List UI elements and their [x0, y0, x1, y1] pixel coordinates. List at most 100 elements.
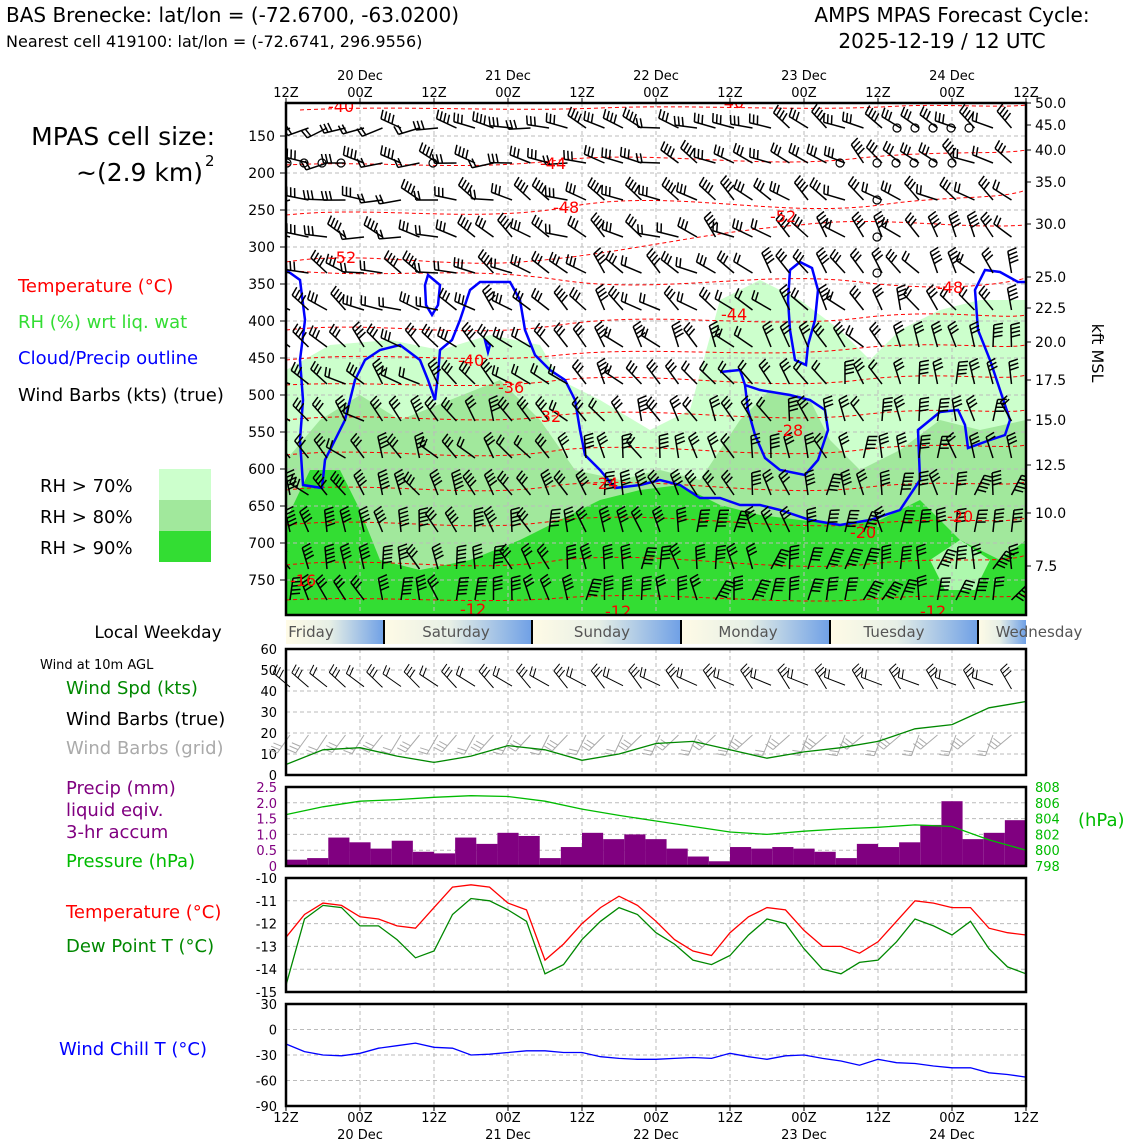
wind-barb — [669, 542, 681, 570]
wind-barb — [590, 212, 606, 238]
wind-barb — [483, 431, 496, 459]
wind-barb — [817, 283, 832, 311]
wind-barb — [451, 468, 464, 496]
wind-barb — [342, 294, 365, 311]
wind-barb — [496, 470, 513, 496]
wind-barb — [955, 579, 975, 601]
wind-barb — [779, 357, 791, 385]
wind-barb — [510, 575, 521, 601]
wind-barb — [638, 184, 661, 201]
wind-barb — [658, 109, 679, 129]
station-title: BAS Brenecke: lat/lon = (-72.6700, -63.0… — [6, 3, 459, 27]
wind-barb — [598, 505, 611, 533]
wind-barb — [292, 323, 310, 348]
wind-barb — [687, 431, 700, 459]
wind-barb — [639, 667, 661, 686]
wind-barb — [900, 106, 920, 129]
wind-barb — [300, 127, 328, 139]
wind-barb — [594, 320, 608, 348]
wind-barb — [375, 194, 402, 205]
wind-barb — [929, 246, 943, 274]
wind-barb — [286, 148, 309, 164]
wind-barb — [415, 574, 427, 601]
chill-panel: 30 0 -30 -60 -90 — [256, 998, 1028, 1115]
y-tick-label: 10 — [260, 748, 277, 763]
wind-barb — [825, 289, 846, 311]
wind-barb — [474, 576, 488, 601]
wind-barb — [647, 469, 661, 496]
wind-barb — [635, 118, 661, 129]
wind-barb — [490, 183, 513, 201]
wind-barb — [625, 213, 643, 238]
wind-barb — [850, 137, 865, 164]
precip-bar — [941, 801, 963, 866]
wind-barb — [955, 507, 967, 533]
wind-barb — [770, 142, 790, 164]
wind-barb — [356, 126, 383, 138]
wind-barb — [806, 143, 827, 164]
pressure-tick-label: 150 — [248, 129, 275, 145]
wind-barb — [382, 665, 402, 687]
wind-barb — [545, 112, 568, 129]
time-tick-label: 00Z — [347, 1111, 373, 1126]
wind-barb — [434, 186, 457, 201]
pressure-tick-label: 798 — [1035, 860, 1060, 875]
y-tick-label: -10 — [256, 872, 277, 887]
wind-barb — [862, 435, 878, 459]
wind-barb — [803, 432, 815, 459]
wind-barb — [732, 142, 753, 164]
wind-barb — [829, 248, 846, 274]
wind-barb — [868, 321, 883, 348]
wind-barb — [676, 506, 687, 533]
wind-barb — [939, 286, 957, 311]
wind-barb — [488, 116, 513, 129]
wind-barb — [553, 470, 569, 496]
weekday-segment — [384, 620, 532, 644]
wind-barb — [307, 290, 328, 311]
wind-barb — [635, 153, 661, 164]
wind-barb — [588, 397, 606, 422]
wind-barb — [453, 257, 476, 274]
wind-barb — [529, 666, 550, 687]
wind-barb — [770, 577, 786, 601]
wind-barb — [1010, 322, 1021, 348]
wind-barb — [955, 251, 975, 274]
precip-label-2: liquid eqiv. — [66, 800, 163, 821]
wind-barb — [740, 663, 753, 689]
day-label: 23 Dec — [781, 1128, 827, 1140]
precip-bar — [899, 842, 921, 866]
wind-barb — [579, 542, 592, 570]
wind-barbs-grid-label: Wind Barbs (grid) — [66, 738, 224, 759]
y-tick-label: -11 — [256, 895, 277, 910]
time-tick-label: 12Z — [717, 86, 743, 101]
temp-label: -16 — [290, 571, 316, 590]
weekday-label: Local Weekday — [94, 623, 221, 643]
wind-barb — [595, 283, 609, 311]
wind-barb — [292, 397, 310, 422]
wind-barb — [415, 296, 439, 311]
wind-barb — [976, 734, 994, 757]
wind-barb — [947, 246, 961, 274]
wind-barb — [775, 248, 791, 274]
wind-barb — [441, 359, 458, 385]
wind-barb — [682, 396, 698, 422]
wind-barb — [839, 734, 864, 750]
wind-barb — [656, 222, 679, 238]
height-tick-label: 45.0 — [1035, 118, 1066, 134]
height-tick-label: 25.0 — [1035, 270, 1066, 286]
nearest-cell: Nearest cell 419100: lat/lon = (-72.6741… — [6, 32, 422, 51]
precip-bar — [666, 848, 688, 866]
wind-barb — [566, 666, 587, 687]
wind-barb — [1008, 543, 1019, 570]
y-tick-label: 1.0 — [256, 828, 277, 843]
wind-barb — [640, 326, 661, 348]
y-tick-label: -90 — [256, 1100, 277, 1115]
wind-barb — [583, 110, 605, 129]
wind-barb — [899, 472, 914, 496]
wind-barb — [761, 246, 775, 274]
y-tick-label: 2.5 — [256, 781, 277, 796]
weekday-name: Tuesday — [862, 623, 924, 641]
wind-barb — [928, 468, 941, 496]
temp-label: -20 — [850, 523, 876, 542]
precip-bar — [920, 824, 942, 866]
